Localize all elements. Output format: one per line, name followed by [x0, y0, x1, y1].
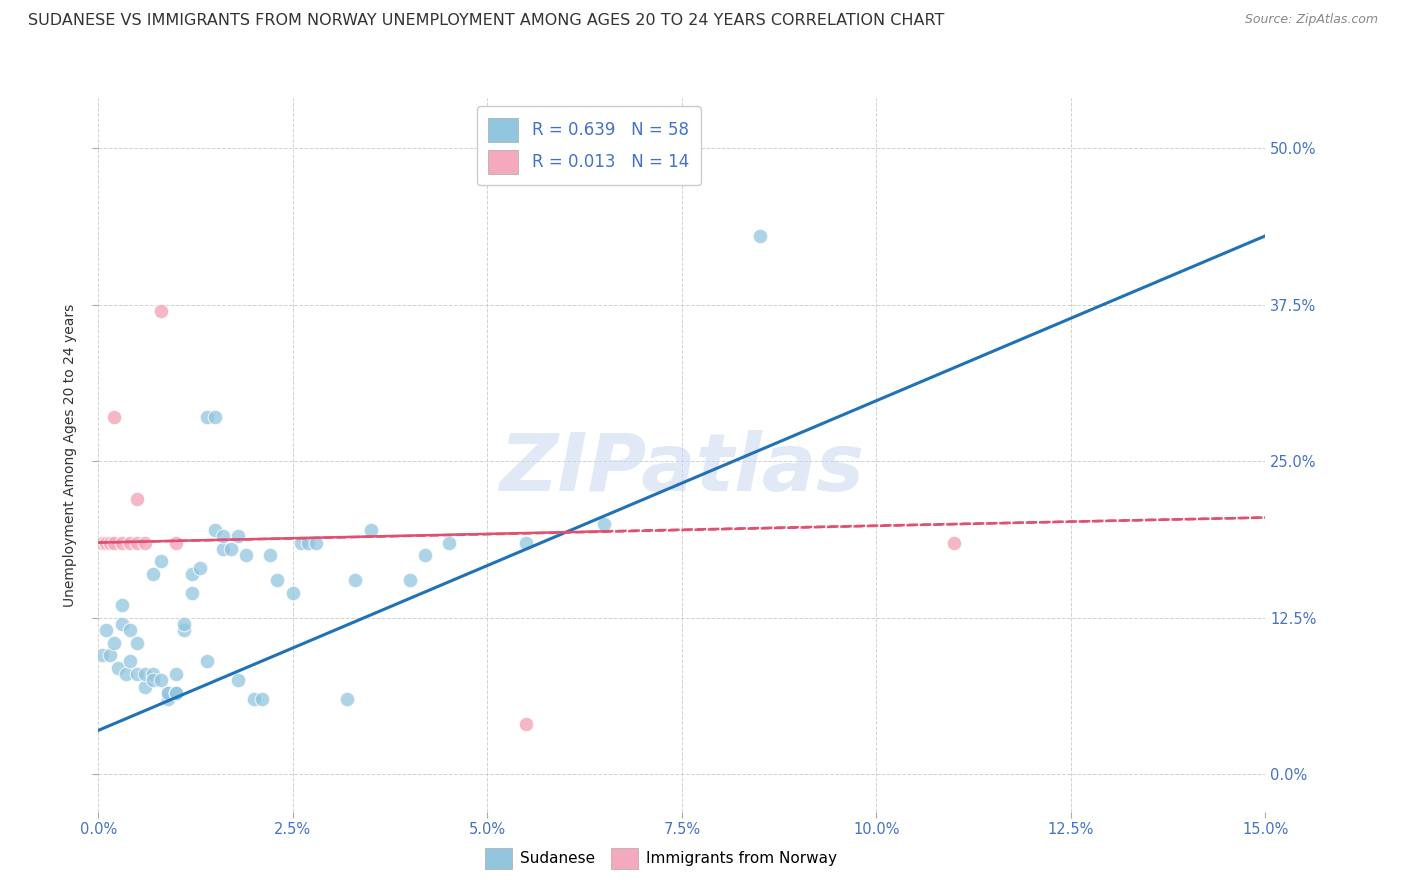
- Text: ZIPatlas: ZIPatlas: [499, 430, 865, 508]
- Point: [228, 529, 250, 543]
- Point: [165, 667, 187, 681]
- Point: [98, 648, 121, 663]
- Point: [127, 535, 149, 549]
- Point: [127, 667, 149, 681]
- Point: [134, 667, 156, 681]
- Y-axis label: Unemployment Among Ages 20 to 24 years: Unemployment Among Ages 20 to 24 years: [63, 303, 77, 607]
- Point: [219, 541, 242, 556]
- Legend: R = 0.639   N = 58, R = 0.013   N = 14: R = 0.639 N = 58, R = 0.013 N = 14: [477, 106, 700, 186]
- Point: [259, 548, 281, 562]
- Text: SUDANESE VS IMMIGRANTS FROM NORWAY UNEMPLOYMENT AMONG AGES 20 TO 24 YEARS CORREL: SUDANESE VS IMMIGRANTS FROM NORWAY UNEMP…: [28, 13, 945, 29]
- Point: [111, 616, 134, 631]
- Point: [437, 535, 460, 549]
- Legend: Sudanese, Immigrants from Norway: Sudanese, Immigrants from Norway: [479, 841, 842, 875]
- Point: [336, 692, 359, 706]
- Point: [212, 541, 235, 556]
- Point: [149, 304, 172, 318]
- Point: [173, 616, 195, 631]
- Point: [305, 535, 328, 549]
- Point: [103, 636, 125, 650]
- Point: [149, 554, 172, 568]
- Point: [149, 673, 172, 688]
- Point: [212, 529, 235, 543]
- Point: [96, 535, 118, 549]
- Point: [173, 623, 195, 637]
- Point: [593, 516, 616, 531]
- Point: [98, 535, 121, 549]
- Point: [180, 566, 202, 581]
- Point: [281, 585, 304, 599]
- Point: [157, 686, 180, 700]
- Point: [111, 598, 134, 612]
- Point: [165, 535, 187, 549]
- Point: [360, 523, 382, 537]
- Point: [114, 667, 136, 681]
- Point: [107, 661, 129, 675]
- Point: [134, 680, 156, 694]
- Point: [157, 692, 180, 706]
- Point: [188, 560, 211, 574]
- Point: [515, 535, 537, 549]
- Point: [157, 686, 180, 700]
- Point: [344, 573, 367, 587]
- Point: [165, 686, 187, 700]
- Point: [204, 523, 226, 537]
- Point: [91, 648, 114, 663]
- Point: [142, 566, 165, 581]
- Point: [195, 655, 218, 669]
- Point: [250, 692, 273, 706]
- Point: [297, 535, 319, 549]
- Point: [165, 686, 187, 700]
- Point: [165, 686, 187, 700]
- Point: [515, 717, 537, 731]
- Point: [943, 535, 966, 549]
- Point: [290, 535, 312, 549]
- Point: [118, 623, 141, 637]
- Point: [748, 228, 770, 243]
- Point: [204, 410, 226, 425]
- Point: [127, 491, 149, 506]
- Point: [91, 535, 114, 549]
- Point: [142, 673, 165, 688]
- Text: Source: ZipAtlas.com: Source: ZipAtlas.com: [1244, 13, 1378, 27]
- Point: [142, 667, 165, 681]
- Point: [413, 548, 436, 562]
- Point: [195, 410, 218, 425]
- Point: [266, 573, 288, 587]
- Point: [398, 573, 420, 587]
- Point: [118, 535, 141, 549]
- Point: [180, 585, 202, 599]
- Point: [111, 535, 134, 549]
- Point: [134, 535, 156, 549]
- Point: [243, 692, 266, 706]
- Point: [103, 410, 125, 425]
- Point: [235, 548, 257, 562]
- Point: [118, 655, 141, 669]
- Point: [127, 636, 149, 650]
- Point: [96, 623, 118, 637]
- Point: [228, 673, 250, 688]
- Point: [103, 535, 125, 549]
